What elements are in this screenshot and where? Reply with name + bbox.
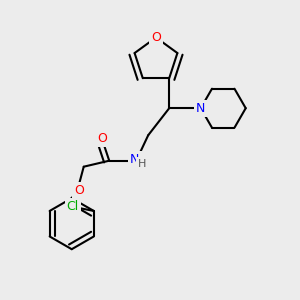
Text: N: N <box>196 102 206 115</box>
Text: N: N <box>130 153 140 166</box>
Text: H: H <box>137 159 146 169</box>
Text: O: O <box>74 184 84 197</box>
Text: O: O <box>151 31 161 44</box>
Text: O: O <box>97 132 107 145</box>
Text: Cl: Cl <box>67 200 79 213</box>
